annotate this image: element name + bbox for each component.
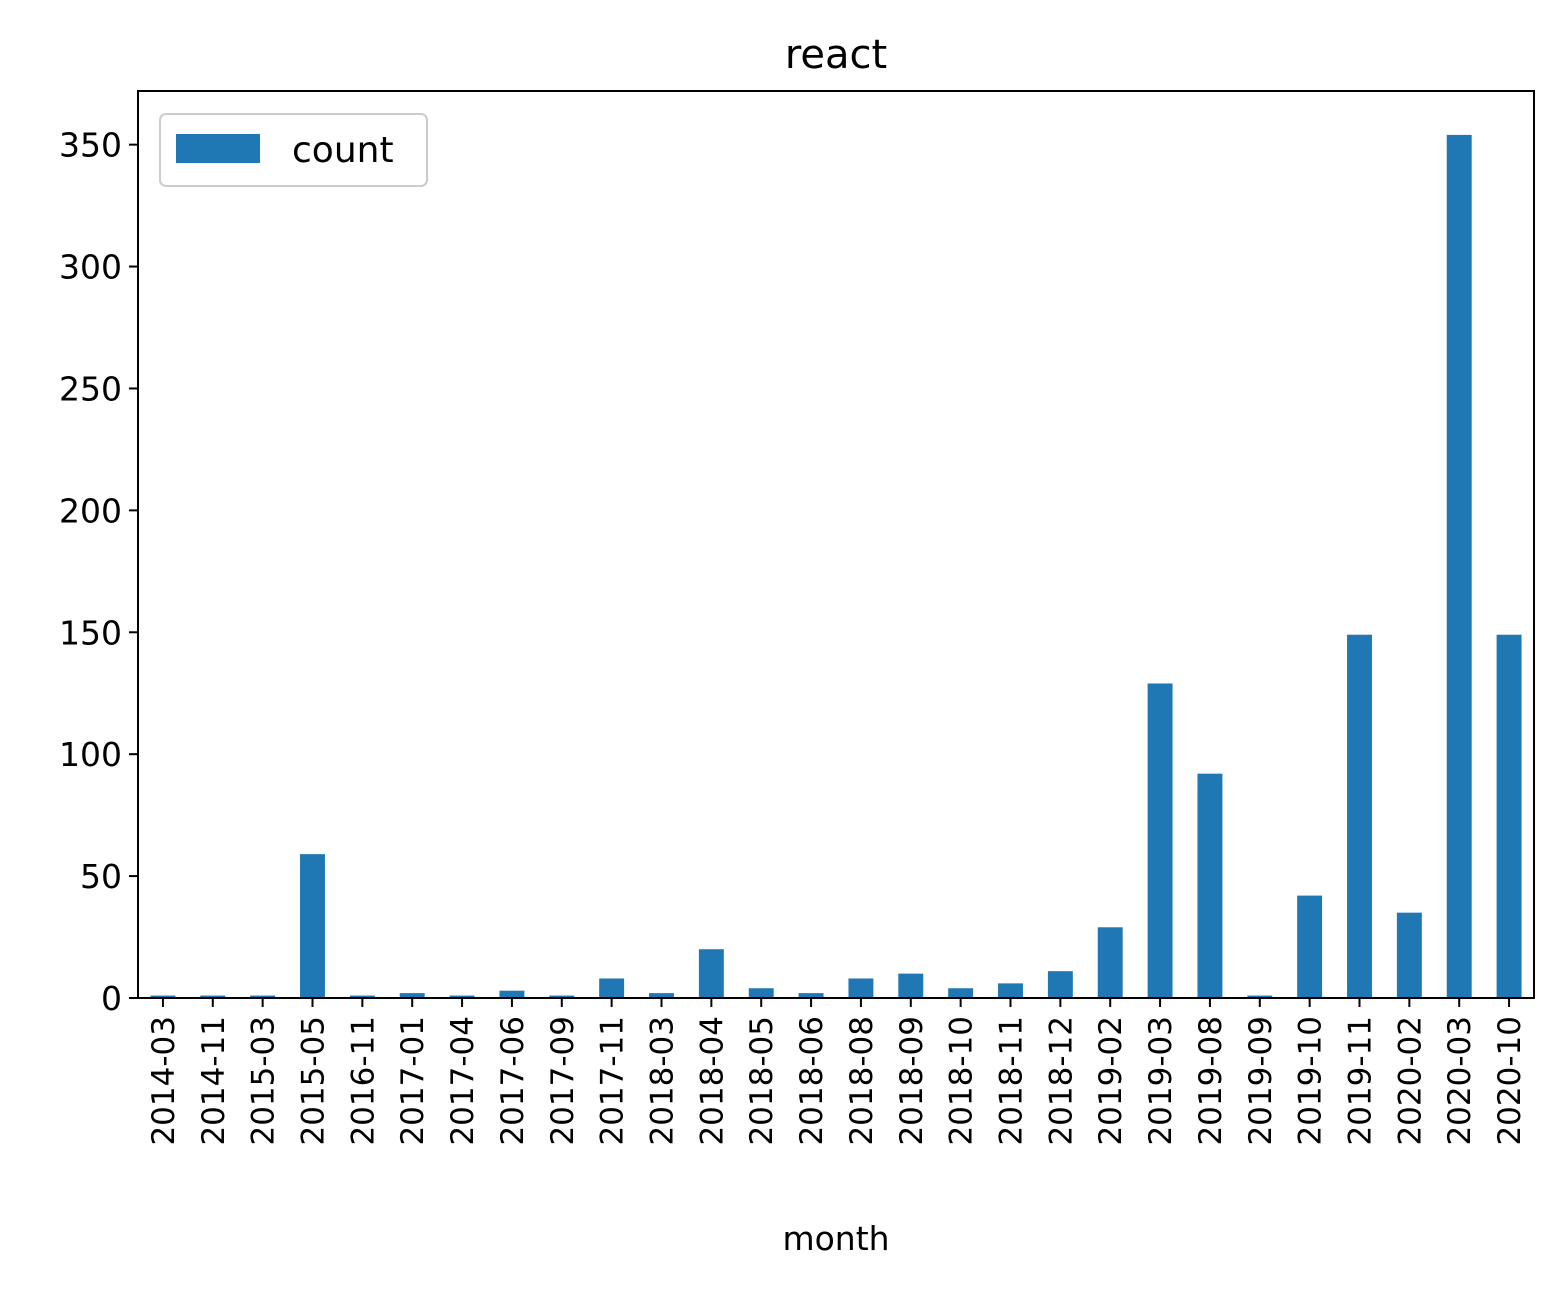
bar-2019-09 [1247,995,1273,998]
x-tick-label: 2014-11 [196,1016,232,1146]
bar-2019-11 [1347,634,1372,998]
x-tick-label: 2018-05 [744,1016,780,1146]
bar-2019-03 [1147,683,1173,998]
bar-2019-08 [1197,773,1223,998]
bar-2015-03 [250,995,276,998]
x-tick-label: 2018-08 [844,1016,880,1146]
bar-2018-06 [798,993,824,998]
bar-2020-10 [1496,634,1522,998]
bar-2014-11 [200,995,226,998]
bar-2016-11 [349,995,375,998]
x-tick-label: 2014-03 [146,1016,182,1146]
y-axis: 0 50 100 150 200 250 300 350 [59,126,138,1018]
legend-swatch [176,134,260,163]
x-tick-label: 2018-06 [794,1016,830,1146]
bar-2015-05 [300,854,325,998]
bar-2018-03 [649,993,674,998]
bar-2018-10 [948,988,974,998]
y-tick-label: 250 [59,369,122,408]
legend-label: count [292,130,394,171]
x-tick-label: 2019-11 [1343,1016,1379,1146]
bar-2018-08 [848,978,874,998]
x-tick-label: 2017-01 [395,1016,431,1146]
bar-2017-04 [449,995,475,998]
bar-2018-04 [698,949,724,998]
legend: count [159,113,428,187]
bar-2020-02 [1396,912,1422,998]
plot-frame [137,90,1535,999]
x-tick-label: 2018-11 [994,1016,1030,1146]
x-tick-label: 2019-03 [1143,1016,1179,1146]
x-tick-label: 2018-12 [1043,1016,1079,1146]
x-tick-label: 2018-04 [694,1016,730,1146]
x-tick-label: 2019-09 [1243,1016,1279,1146]
x-axis: 2014-03 2014-11 2015-03 2015-05 2016-11 2017-… [146,998,1528,1146]
x-tick-label: 2019-10 [1293,1016,1329,1146]
x-tick-label: 2019-08 [1193,1016,1229,1146]
x-tick-label: 2018-03 [645,1016,681,1146]
x-tick-label: 2017-09 [545,1016,581,1146]
bar-2018-11 [998,983,1023,998]
x-tick-label: 2018-10 [944,1016,980,1146]
x-tick-label: 2020-10 [1492,1016,1528,1146]
y-tick-label: 200 [59,491,122,530]
bar-2018-05 [748,988,774,998]
bar-2017-11 [599,978,625,998]
bar-2020-03 [1446,134,1472,999]
x-tick-label: 2018-09 [894,1016,930,1146]
x-tick-label: 2015-05 [296,1016,332,1146]
bars-group [150,134,1522,999]
y-tick-label: 350 [59,126,122,165]
chart-title: react [785,32,887,78]
x-tick-label: 2017-11 [595,1016,631,1146]
bar-2017-01 [399,993,425,998]
x-tick-label: 2020-02 [1392,1016,1428,1146]
y-tick-label: 100 [59,735,122,774]
y-tick-label: 150 [59,613,122,652]
bar-2014-03 [150,995,176,998]
x-axis-label: month [782,1219,889,1258]
legend-box [159,113,428,187]
x-tick-label: 2016-11 [345,1016,381,1146]
bar-2019-02 [1097,927,1123,998]
x-tick-label: 2017-04 [445,1016,481,1146]
bar-2019-10 [1297,895,1323,998]
bar-2018-09 [898,973,924,998]
bar-2018-12 [1047,971,1073,998]
x-tick-label: 2015-03 [246,1016,282,1146]
y-tick-label: 0 [101,979,122,1018]
bar-2017-09 [549,995,575,998]
x-tick-label: 2019-02 [1093,1016,1129,1146]
x-tick-label: 2017-06 [495,1016,531,1146]
y-tick-label: 300 [59,248,122,287]
y-tick-label: 50 [80,857,122,896]
x-tick-label: 2020-03 [1442,1016,1478,1146]
bar-2017-06 [499,990,525,998]
